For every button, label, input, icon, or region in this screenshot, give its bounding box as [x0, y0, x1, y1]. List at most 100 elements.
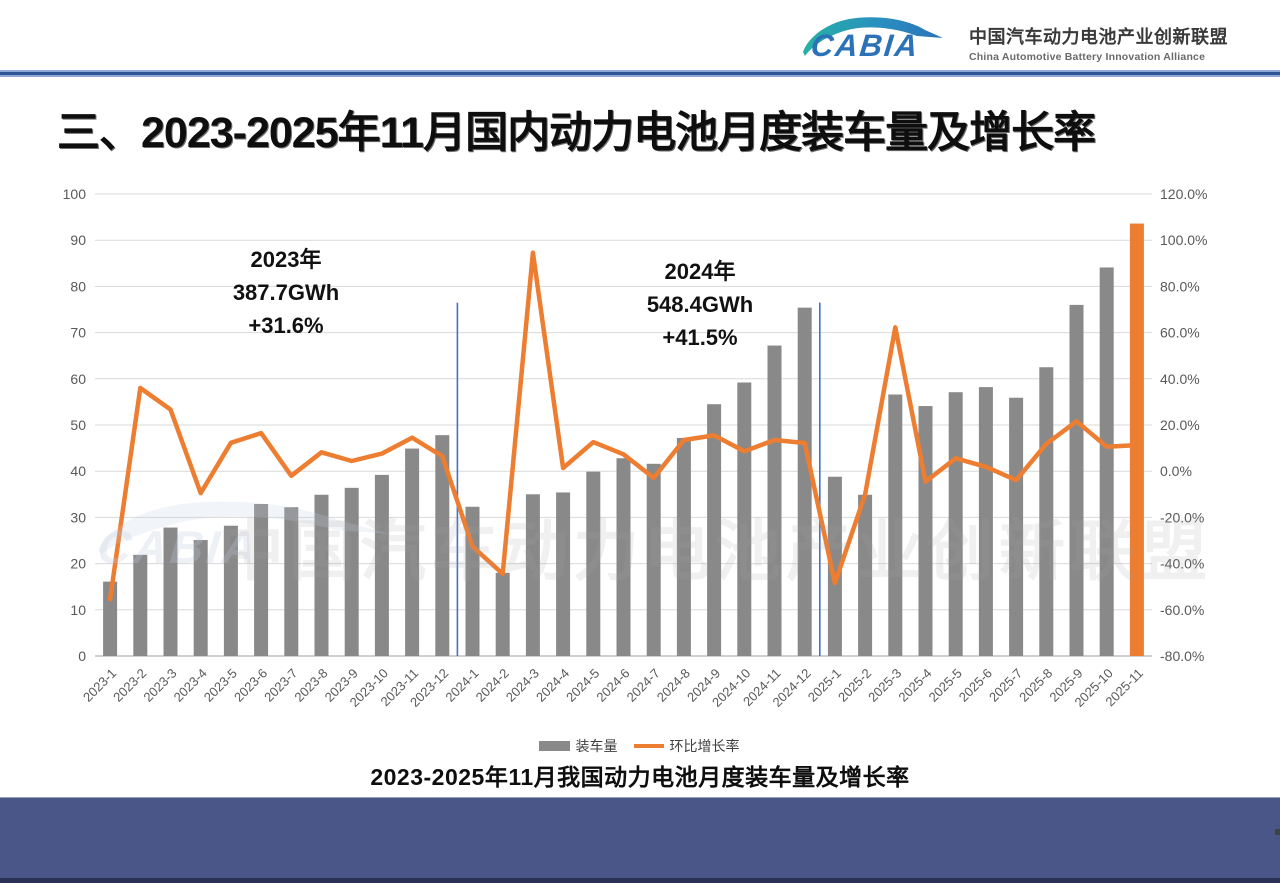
right-axis-tick-label: 60.0%: [1160, 325, 1200, 341]
x-axis-label: 2025-4: [895, 666, 934, 705]
legend-bar-label: 装车量: [575, 738, 618, 754]
bar-2025-8: [1039, 367, 1054, 656]
page-number-artifact: [1275, 829, 1280, 835]
chart: 0 -80.0% 10 -60.0% 20 -40.0% 30 -20.0% 40 0.0% 50 2…: [0, 180, 1280, 740]
left-axis-tick-label: 70: [70, 325, 86, 341]
legend-bar-swatch: [538, 741, 570, 751]
bar-2023-8: [314, 494, 329, 656]
bar-2024-5: [586, 471, 601, 656]
right-axis-tick-label: 0.0%: [1160, 463, 1192, 479]
x-axis-label: 2025-7: [986, 666, 1025, 705]
annotation-2024-total: 548.4GWh: [646, 292, 754, 317]
x-axis-label: 2025-2: [835, 666, 874, 705]
bar-2023-12: [435, 435, 450, 656]
annotation-2024-year: 2024年: [664, 259, 736, 284]
right-axis-tick-label: -40.0%: [1160, 556, 1204, 572]
org-names: 中国汽车动力电池产业创新联盟 China Automotive Battery …: [969, 13, 1228, 63]
logo-swoosh-icon: [803, 17, 943, 56]
annotation-2024-growth: +41.5%: [662, 325, 738, 350]
page-title: 三、2023-2025年11月国内动力电池月度装车量及增长率: [57, 109, 1096, 157]
left-axis-tick-label: 30: [70, 509, 86, 525]
logo-wordmark: CABIA: [809, 28, 922, 63]
right-axis-tick-label: 120.0%: [1160, 186, 1207, 202]
org-name-en: China Automotive Battery Innovation Alli…: [969, 51, 1206, 63]
bar-2024-7: [646, 463, 661, 656]
bar-2025-3: [888, 394, 903, 656]
x-axis-label: 2024-1: [442, 666, 481, 705]
logo-mark: CABIA: [797, 12, 955, 64]
bar-2023-7: [284, 507, 299, 656]
x-axis-label: 2023-1: [80, 666, 119, 705]
bar-2023-9: [344, 487, 359, 656]
left-axis-tick-label: 40: [70, 463, 86, 479]
x-axis-label: 2024-3: [503, 666, 542, 705]
x-axis-label: 2025-5: [926, 666, 965, 705]
bar-2024-1: [465, 506, 480, 656]
header: CABIA 中国汽车动力电池产业创新联盟 China Automotive Ba…: [0, 8, 1280, 70]
bar-2025-2: [858, 494, 873, 656]
x-axis-label: 2024-8: [654, 666, 693, 705]
bar-2025-4: [918, 406, 933, 656]
annotation-2023: 2023年 387.7GWh +31.6%: [176, 243, 396, 342]
header-divider: [0, 70, 1280, 77]
legend-line-swatch: [633, 744, 664, 748]
bar-2025-10: [1099, 267, 1114, 656]
left-axis-tick-label: 0: [78, 648, 86, 664]
x-axis-label: 2025-3: [865, 666, 904, 705]
x-axis-label: 2024-6: [593, 666, 632, 705]
bar-2023-1: [103, 581, 118, 656]
left-axis-tick-label: 100: [63, 186, 87, 202]
x-axis-label: 2025-1: [805, 666, 844, 705]
right-axis-tick-label: 40.0%: [1160, 371, 1200, 387]
annotation-2023-growth: +31.6%: [248, 313, 324, 338]
x-axis-label: 2023-4: [171, 666, 210, 705]
bar-2023-5: [223, 525, 238, 656]
right-axis-tick-label: -20.0%: [1160, 509, 1204, 525]
bar-2025-7: [1009, 397, 1024, 656]
left-axis-tick-label: 20: [70, 556, 86, 572]
bar-2025-6: [978, 387, 993, 656]
x-axis-label: 2023-7: [261, 666, 300, 705]
bar-2024-10: [737, 382, 752, 656]
x-axis-label: 2023-8: [291, 666, 330, 705]
bar-highlight-2025-11: [1129, 223, 1144, 656]
annotation-2024: 2024年 548.4GWh +41.5%: [590, 255, 810, 354]
x-axis-label: 2024-5: [563, 666, 602, 705]
x-axis-label: 2024-4: [533, 666, 572, 705]
bar-2024-4: [556, 492, 571, 656]
bar-2024-3: [525, 494, 540, 656]
x-axis-label: 2023-5: [201, 666, 240, 705]
chart-caption: 2023-2025年11月我国动力电池月度装车量及增长率: [370, 764, 910, 790]
x-axis-label: 2025-6: [956, 666, 995, 705]
bar-2025-5: [948, 392, 963, 656]
left-axis-tick-label: 10: [70, 602, 86, 618]
bar-2023-10: [374, 474, 389, 656]
bar-2023-2: [133, 554, 148, 656]
bar-2024-6: [616, 458, 631, 656]
org-name-zh: 中国汽车动力电池产业创新联盟: [969, 27, 1228, 47]
x-axis-label: 2023-2: [110, 666, 149, 705]
bar-2024-2: [495, 572, 510, 656]
left-axis-tick-label: 50: [70, 417, 86, 433]
chart-legend: 装车量 环比增长率: [0, 736, 1280, 756]
footer-bar: [0, 797, 1280, 883]
bar-2024-12: [797, 307, 812, 656]
bar-2023-4: [193, 540, 208, 656]
growth-rate-line: [107, 250, 1140, 602]
bar-2023-3: [163, 527, 178, 656]
right-axis-tick-label: -60.0%: [1160, 602, 1204, 618]
bar-2025-9: [1069, 304, 1084, 656]
left-axis-tick-label: 80: [70, 278, 86, 294]
x-axis-label: 2024-7: [624, 666, 663, 705]
bar-2024-9: [707, 404, 722, 656]
x-axis-label: 2023-6: [231, 666, 270, 705]
left-axis-tick-label: 60: [70, 371, 86, 387]
bar-2024-8: [676, 437, 691, 656]
right-axis-tick-label: 20.0%: [1160, 417, 1200, 433]
bar-2023-6: [254, 504, 269, 656]
legend-line-label: 环比增长率: [669, 738, 740, 754]
left-axis-tick-label: 90: [70, 232, 86, 248]
x-axis-label: 2023-3: [140, 666, 179, 705]
right-axis-tick-label: 80.0%: [1160, 278, 1200, 294]
chart-canvas: 0 -80.0% 10 -60.0% 20 -40.0% 30 -20.0% 40 0.0% 50 2…: [63, 186, 1208, 710]
